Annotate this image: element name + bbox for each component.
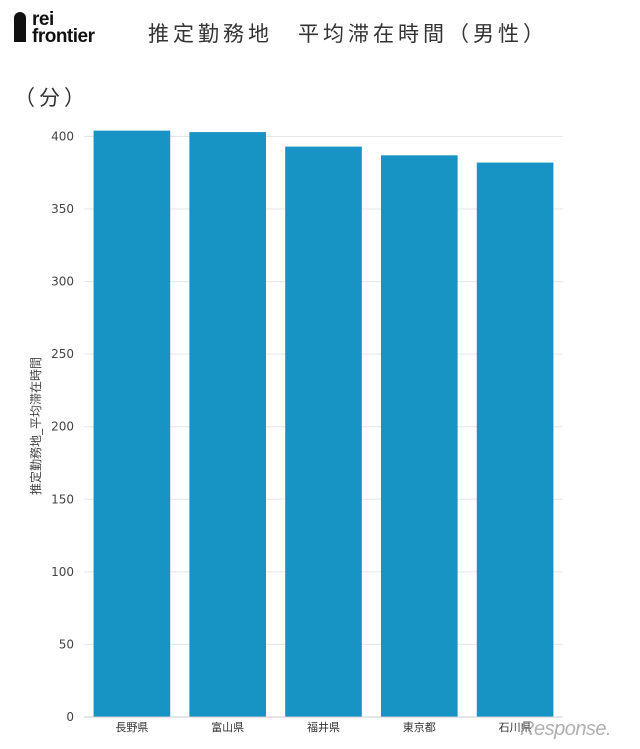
y-tick-label: 400 xyxy=(51,129,74,143)
bar-1 xyxy=(189,132,267,717)
bar-3 xyxy=(380,155,458,717)
y-tick-label: 150 xyxy=(51,492,74,506)
page-title: 推定勤務地 平均滞在時間（男性） xyxy=(148,22,548,46)
bar-4 xyxy=(476,162,554,718)
logo-text-line2: frontier xyxy=(32,26,95,47)
y-tick-label: 250 xyxy=(51,347,74,361)
x-tick-label: 福井県 xyxy=(307,720,340,734)
logo-mark-icon xyxy=(14,12,26,42)
logo-text-line1: rei xyxy=(32,9,54,30)
y-tick-label: 350 xyxy=(51,202,74,216)
y-tick-label: 200 xyxy=(51,420,74,434)
x-tick-label: 富山県 xyxy=(211,720,244,734)
y-tick-label: 100 xyxy=(51,565,74,579)
y-tick-label: 0 xyxy=(66,710,74,724)
x-tick-label: 石川県 xyxy=(499,721,532,734)
unit-label: （分） xyxy=(14,86,89,110)
bar-0 xyxy=(93,130,171,718)
x-tick-label: 東京都 xyxy=(403,720,436,734)
y-tick-label: 300 xyxy=(51,275,74,289)
x-tick-label: 長野県 xyxy=(115,721,148,734)
y-axis-label: 推定勤務地_平均滞在時間 xyxy=(28,357,43,495)
brand-logo: rei frontier xyxy=(14,8,126,48)
y-tick-label: 50 xyxy=(59,637,74,651)
bar-2 xyxy=(285,146,362,718)
watermark-logo: Response. xyxy=(520,718,612,740)
